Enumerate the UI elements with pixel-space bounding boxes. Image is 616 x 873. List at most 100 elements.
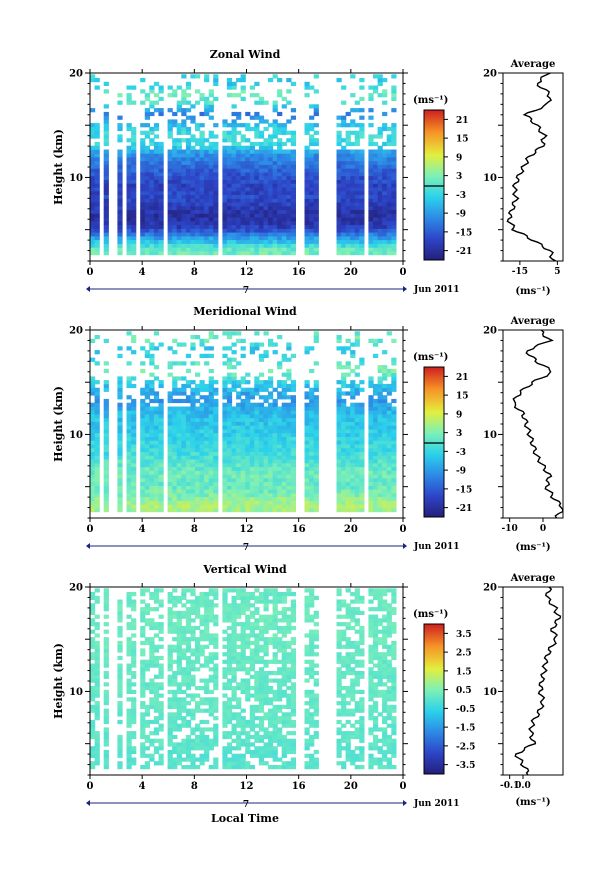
heatmap-cell bbox=[140, 232, 146, 237]
heatmap-cell bbox=[391, 205, 397, 211]
heatmap-cell bbox=[231, 622, 237, 627]
heatmap-cell bbox=[359, 190, 365, 195]
heatmap-cell bbox=[158, 213, 164, 218]
heatmap-cell bbox=[272, 100, 278, 105]
heatmap-cell bbox=[185, 678, 192, 683]
heatmap-cell bbox=[199, 734, 205, 740]
heatmap-cell bbox=[382, 496, 388, 501]
heatmap-cell bbox=[117, 157, 123, 162]
heatmap-cell bbox=[309, 508, 315, 513]
heatmap-cell bbox=[126, 376, 132, 381]
heatmap-cell bbox=[117, 239, 123, 244]
heatmap-cell bbox=[245, 172, 251, 177]
heatmap-cell bbox=[359, 429, 365, 434]
heatmap-cell bbox=[272, 74, 278, 79]
heatmap-cell bbox=[153, 331, 160, 336]
heatmap-cell bbox=[236, 205, 242, 211]
heatmap-cell bbox=[254, 459, 260, 464]
heatmap-cell bbox=[94, 663, 100, 668]
heatmap-cell bbox=[277, 205, 283, 211]
heatmap-cell bbox=[172, 466, 178, 471]
heatmap-cell bbox=[290, 436, 296, 441]
heatmap-cell bbox=[258, 213, 265, 218]
heatmap-cell bbox=[377, 504, 383, 509]
heatmap-cell bbox=[90, 183, 96, 188]
heatmap-cell bbox=[131, 462, 137, 468]
heatmap-cell bbox=[103, 172, 109, 177]
heatmap-cell bbox=[213, 429, 219, 434]
heatmap-cell bbox=[391, 406, 397, 411]
heatmap-cell bbox=[190, 489, 196, 494]
heatmap-cell bbox=[190, 421, 196, 426]
heatmap-cell bbox=[268, 410, 274, 415]
heatmap-cell bbox=[176, 633, 182, 638]
heatmap-cell bbox=[350, 209, 356, 214]
heatmap-cell bbox=[373, 85, 379, 90]
heatmap-cell bbox=[204, 243, 210, 248]
heatmap-cell bbox=[144, 224, 150, 229]
heatmap-cell bbox=[94, 742, 100, 747]
heatmap-cell bbox=[94, 85, 100, 90]
heatmap-cell bbox=[350, 417, 356, 422]
heatmap-cell bbox=[213, 198, 219, 203]
heatmap-cell bbox=[90, 595, 96, 600]
heatmap-cell bbox=[172, 338, 178, 343]
heatmap-cell bbox=[391, 451, 397, 456]
heatmap-cell bbox=[140, 160, 146, 165]
heatmap-cell bbox=[213, 402, 219, 407]
heatmap-cell bbox=[226, 153, 233, 158]
heatmap-cell bbox=[103, 622, 109, 627]
heatmap-cell bbox=[309, 183, 315, 188]
heatmap-cell bbox=[208, 251, 214, 256]
heatmap-cell bbox=[126, 500, 132, 505]
heatmap-cell bbox=[153, 239, 160, 244]
heatmap-cell bbox=[94, 746, 100, 751]
heatmap-cell bbox=[286, 440, 292, 445]
heatmap-cell bbox=[268, 243, 274, 248]
heatmap-cell bbox=[286, 395, 292, 400]
heatmap-cell bbox=[281, 432, 287, 437]
heatmap-cell bbox=[144, 459, 150, 464]
heatmap-cell bbox=[231, 380, 237, 385]
heatmap-cell bbox=[153, 425, 160, 430]
heatmap-cell bbox=[176, 243, 182, 248]
heatmap-cell bbox=[226, 160, 233, 165]
heatmap-cell bbox=[263, 496, 269, 501]
heatmap-cell bbox=[117, 738, 123, 743]
heatmap-cell bbox=[204, 440, 210, 445]
heatmap-cell bbox=[199, 395, 205, 400]
heatmap-cell bbox=[199, 183, 205, 188]
heatmap-cell bbox=[236, 485, 242, 490]
heatmap-cell bbox=[199, 168, 205, 173]
heatmap-cell bbox=[309, 209, 315, 214]
heatmap-cell bbox=[140, 474, 146, 479]
heatmap-cell bbox=[254, 432, 260, 437]
heatmap-cell bbox=[341, 421, 347, 426]
heatmap-cell bbox=[290, 81, 296, 86]
heatmap-cell bbox=[199, 228, 205, 233]
heatmap-cell bbox=[149, 697, 155, 702]
heatmap-cell bbox=[90, 130, 96, 135]
heatmap-cell bbox=[226, 429, 233, 434]
heatmap-cell bbox=[126, 648, 132, 653]
heatmap-cell bbox=[290, 172, 296, 177]
heatmap-cell bbox=[281, 175, 287, 180]
heatmap-cell bbox=[226, 81, 233, 86]
heatmap-cell bbox=[199, 414, 205, 419]
x-tick-label: 16 bbox=[292, 524, 306, 535]
heatmap-cell bbox=[382, 402, 388, 407]
heatmap-cell bbox=[149, 183, 155, 188]
heatmap-cell bbox=[368, 247, 374, 252]
heatmap-cell bbox=[181, 194, 187, 199]
heatmap-cell bbox=[167, 432, 173, 437]
heatmap-cell bbox=[185, 447, 192, 452]
heatmap-cell bbox=[181, 410, 187, 415]
heatmap-cell bbox=[313, 209, 319, 214]
heatmap-cell bbox=[222, 719, 228, 725]
heatmap-cell bbox=[350, 198, 356, 203]
heatmap-cell bbox=[190, 678, 196, 683]
heatmap-cell bbox=[231, 220, 237, 226]
heatmap-cell bbox=[90, 731, 96, 736]
heatmap-cell bbox=[90, 414, 96, 419]
